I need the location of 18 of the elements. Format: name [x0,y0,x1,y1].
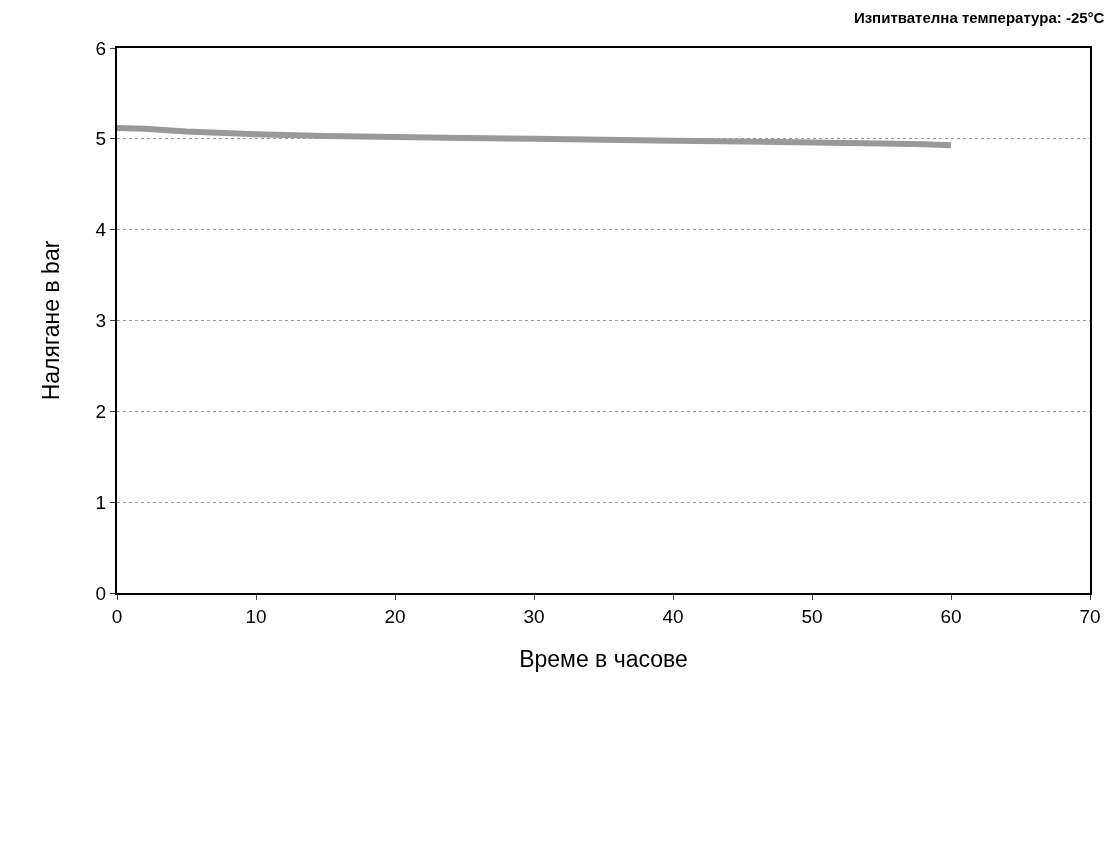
x-tick-label: 40 [662,605,684,627]
x-tick-label: 20 [384,605,406,627]
x-tick-label: 30 [523,605,545,627]
x-axis-title: Време в часове [519,645,688,672]
y-tick-label: 3 [95,310,107,332]
y-tick-label: 2 [95,400,107,422]
y-tick-label: 6 [95,37,107,59]
y-tick-label: 1 [95,491,107,513]
x-tick-label: 60 [940,605,962,627]
x-tick-label: 50 [801,605,823,627]
y-axis-title: Налягане в bar [37,240,64,401]
x-tick-label: 10 [245,605,267,627]
chart-title: Изпитвателна температура: -25°C [853,9,1105,27]
y-tick-label: 4 [95,219,107,241]
y-tick-label: 0 [95,582,107,604]
y-tick-label: 5 [95,128,107,150]
x-tick-label: 0 [111,605,123,627]
x-tick-label: 70 [1079,605,1101,627]
